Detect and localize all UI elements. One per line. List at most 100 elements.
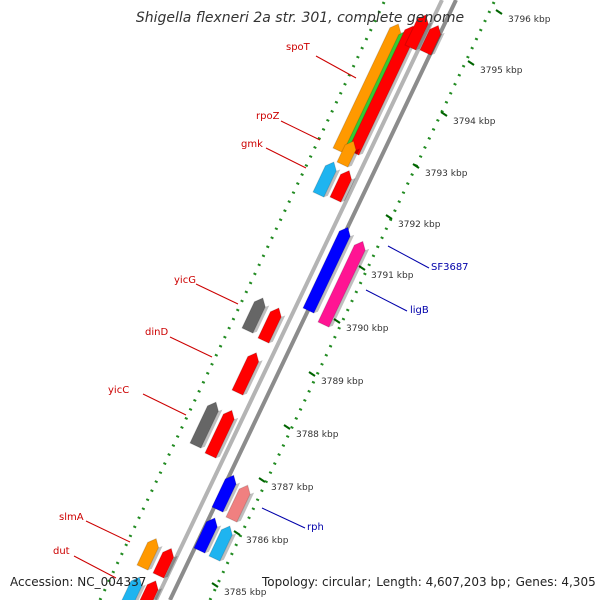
- gene-label-left: spoT: [286, 42, 311, 53]
- ruler-line-left: [98, 0, 387, 600]
- length-value: 4,607,203 bp: [425, 575, 506, 589]
- ruler-tick-label: 3790 kbp: [346, 324, 389, 334]
- gene-label-left: yicG: [174, 275, 196, 286]
- ruler-tick: [211, 582, 219, 588]
- length-label: Length:: [376, 575, 422, 589]
- gene-yicc-block: [189, 401, 219, 449]
- ruler-tick-label: 3794 kbp: [453, 117, 496, 127]
- gene-label-left: yicC: [108, 385, 129, 396]
- accession-value: NC_004337: [77, 575, 147, 589]
- backbone-line-inner: [154, 0, 444, 600]
- topology-label: Topology:: [262, 575, 319, 589]
- gene-label-right: ligB: [410, 305, 429, 316]
- gene-red-upper2-block: [419, 24, 442, 56]
- gene-label-left: gmk: [241, 139, 263, 150]
- ruler-tick-label: 3793 kbp: [425, 169, 468, 179]
- gene-red-yicc-block-shadow: [215, 417, 239, 459]
- gene-red-slma-block: [152, 547, 175, 579]
- leader-line: [261, 507, 306, 529]
- gene-yicg-block: [241, 297, 266, 334]
- ruler-tick: [283, 424, 291, 430]
- gene-blue-block: [211, 474, 237, 513]
- ruler-tick-label: 3795 kbp: [480, 66, 523, 76]
- ruler-tick-label: 3787 kbp: [271, 483, 314, 493]
- gene-dind-block-shadow: [242, 360, 263, 396]
- gene-yicg-block-shadow: [252, 305, 270, 334]
- genes-value: 4,305: [561, 575, 596, 589]
- gene-label-left: dut: [53, 546, 70, 557]
- gene-rpoz-block-shadow: [347, 148, 360, 168]
- gene-dut-block-shadow: [135, 584, 146, 600]
- gene-ligb-block: [317, 240, 366, 328]
- ruler-tick-label: 3785 kbp: [224, 588, 267, 598]
- ruler-tick: [258, 477, 266, 483]
- gene-blue-lower-block-shadow: [204, 525, 222, 554]
- ruler-tick-label: 3788 kbp: [296, 430, 339, 440]
- gene-red-top-block-shadow: [358, 33, 420, 156]
- gene-red-gmk-block-shadow: [340, 178, 356, 203]
- genome-summary: Topology: circular; Length: 4,607,203 bp…: [262, 575, 596, 589]
- leader-line: [142, 393, 187, 416]
- gene-red-yicc-block: [204, 409, 235, 459]
- ruler-tick-label: 3792 kbp: [398, 220, 441, 230]
- gene-rpoz-block: [336, 140, 357, 168]
- gene-labels: 3796 kbp 3795 kbp 3794 kbp 3793 kbp 3792 kbp…: [53, 15, 551, 598]
- ruler-tick: [385, 214, 393, 220]
- gene-sf3687-block: [302, 226, 351, 314]
- ruler-tick: [467, 60, 475, 66]
- gene-red-dut-block-shadow: [153, 588, 163, 600]
- leader-line: [265, 147, 307, 169]
- gene-cyan-lower-block: [208, 525, 233, 562]
- ruler-tick: [333, 318, 341, 324]
- gene-label-right: SF3687: [431, 262, 469, 273]
- gene-features: [121, 14, 445, 600]
- gene-red-gmk-block: [329, 169, 353, 203]
- gene-sf3687-block-shadow: [313, 234, 355, 314]
- ruler-tick: [358, 265, 366, 271]
- leader-line: [195, 283, 239, 305]
- gene-label-right: rph: [307, 522, 324, 533]
- ruler-tick: [233, 530, 241, 536]
- accession-label: Accession:: [10, 575, 74, 589]
- gene-slma-block: [136, 537, 160, 571]
- ruler-tick: [308, 371, 316, 377]
- gene-dind-block: [231, 352, 260, 396]
- gene-dut-block: [121, 576, 143, 600]
- kbp-ruler: [98, 0, 503, 600]
- accession-info: Accession: NC_004337: [10, 575, 146, 589]
- leader-line: [73, 555, 117, 579]
- genes-label: Genes:: [515, 575, 558, 589]
- gene-label-left: rpoZ: [256, 111, 280, 122]
- gene-label-left: dinD: [145, 327, 168, 338]
- gene-red-yicg-block-shadow: [268, 315, 286, 344]
- leader-line: [85, 520, 131, 543]
- ruler-tick: [440, 111, 448, 117]
- ruler-tick-label: 3796 kbp: [508, 15, 551, 25]
- gene-red-upper-block-shadow: [415, 22, 433, 51]
- ruler-line-right: [208, 0, 497, 600]
- leader-line: [280, 120, 321, 141]
- leader-line: [169, 336, 213, 358]
- gene-rph-block-shadow: [236, 492, 255, 523]
- gene-gmk-block-shadow: [323, 169, 341, 198]
- gene-blue-block-shadow: [222, 482, 241, 513]
- gene-red-slma-block-shadow: [163, 555, 178, 579]
- gene-red-upper2-block-shadow: [430, 32, 445, 56]
- ruler-tick: [412, 163, 420, 169]
- gene-ligb-block-shadow: [328, 248, 370, 328]
- gene-red-upper-block: [404, 14, 429, 51]
- gene-label-left: slmA: [59, 512, 84, 523]
- gene-blue-lower-block: [193, 517, 218, 554]
- ruler-tick-label: 3789 kbp: [321, 377, 364, 387]
- gene-gmk-block: [312, 161, 337, 198]
- genome-backbone: [154, 0, 458, 600]
- label-leader-lines: [73, 55, 430, 579]
- ruler-tick: [495, 9, 503, 15]
- gene-cyan-lower-block-shadow: [219, 533, 237, 562]
- gene-red-yicg-block: [257, 307, 282, 344]
- ruler-tick-label: 3786 kbp: [246, 536, 289, 546]
- ruler-tick-label: 3791 kbp: [371, 271, 414, 281]
- leader-line: [365, 289, 408, 312]
- gene-red-dut-block: [139, 580, 159, 600]
